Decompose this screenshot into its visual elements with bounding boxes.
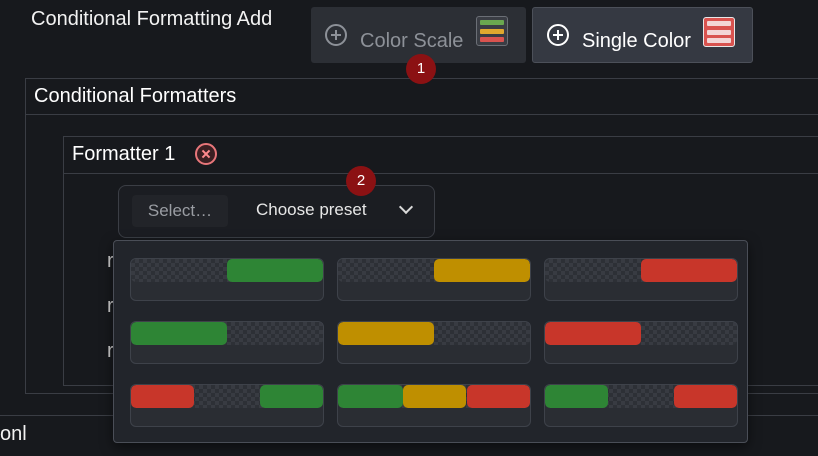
formatter-title: Formatter 1	[72, 143, 176, 165]
preset-option-red-right[interactable]	[544, 258, 738, 301]
color-scale-button-label: Color Scale	[360, 29, 464, 52]
annotation-badge-1: 1	[406, 54, 436, 84]
conditional-formatters-header	[25, 78, 818, 115]
preset-option-green-left[interactable]	[130, 321, 324, 364]
preset-color-segment	[545, 385, 608, 408]
preset-color-segment	[338, 385, 403, 408]
formatter-header	[63, 136, 818, 174]
preset-color-segment	[131, 322, 227, 345]
preset-option-red-left[interactable]	[544, 321, 738, 364]
preset-color-segment	[338, 322, 434, 345]
preset-color-segment	[467, 385, 530, 408]
preset-track	[338, 259, 530, 282]
preset-track	[545, 322, 737, 345]
preset-color-segment	[641, 259, 737, 282]
remove-circle-icon[interactable]	[195, 143, 217, 165]
formatter-row-label: r	[107, 295, 114, 317]
preset-option-red-green[interactable]	[130, 384, 324, 427]
preset-track	[545, 385, 737, 408]
formatter-row-label: r	[107, 250, 114, 272]
preset-dropdown-menu	[113, 240, 748, 443]
preset-color-segment	[674, 385, 737, 408]
preset-option-green-yellow-red[interactable]	[337, 384, 531, 427]
conditional-formatters-title: Conditional Formatters	[34, 85, 237, 107]
formatter-row-label: r	[107, 340, 114, 362]
single-color-icon	[703, 17, 735, 47]
annotation-badge-2: 2	[346, 166, 376, 196]
preset-track	[131, 322, 323, 345]
color-scale-button[interactable]: Color Scale	[311, 7, 526, 63]
select-placeholder[interactable]: Select…	[132, 195, 228, 227]
preset-track	[338, 385, 530, 408]
preset-color-segment	[227, 259, 323, 282]
preset-color-segment	[545, 322, 641, 345]
conditional-formatting-add-title: Conditional Formatting Add	[31, 8, 273, 30]
preset-color-segment	[131, 385, 194, 408]
preset-color-segment	[434, 259, 530, 282]
preset-option-green-red[interactable]	[544, 384, 738, 427]
preset-option-yellow-left[interactable]	[337, 321, 531, 364]
single-color-button[interactable]: Single Color	[532, 7, 753, 63]
preset-track	[338, 322, 530, 345]
preset-option-green-right[interactable]	[130, 258, 324, 301]
plus-circle-icon	[325, 24, 347, 46]
preset-track	[545, 259, 737, 282]
plus-circle-icon	[547, 24, 569, 46]
color-scale-icon	[476, 16, 508, 46]
preset-track	[131, 259, 323, 282]
preset-color-segment	[403, 385, 466, 408]
preset-track	[131, 385, 323, 408]
single-color-button-label: Single Color	[582, 29, 691, 52]
select-value[interactable]: Choose preset	[256, 200, 367, 219]
preset-color-segment	[260, 385, 323, 408]
footer-label: onl	[0, 423, 27, 445]
preset-option-yellow-right[interactable]	[337, 258, 531, 301]
